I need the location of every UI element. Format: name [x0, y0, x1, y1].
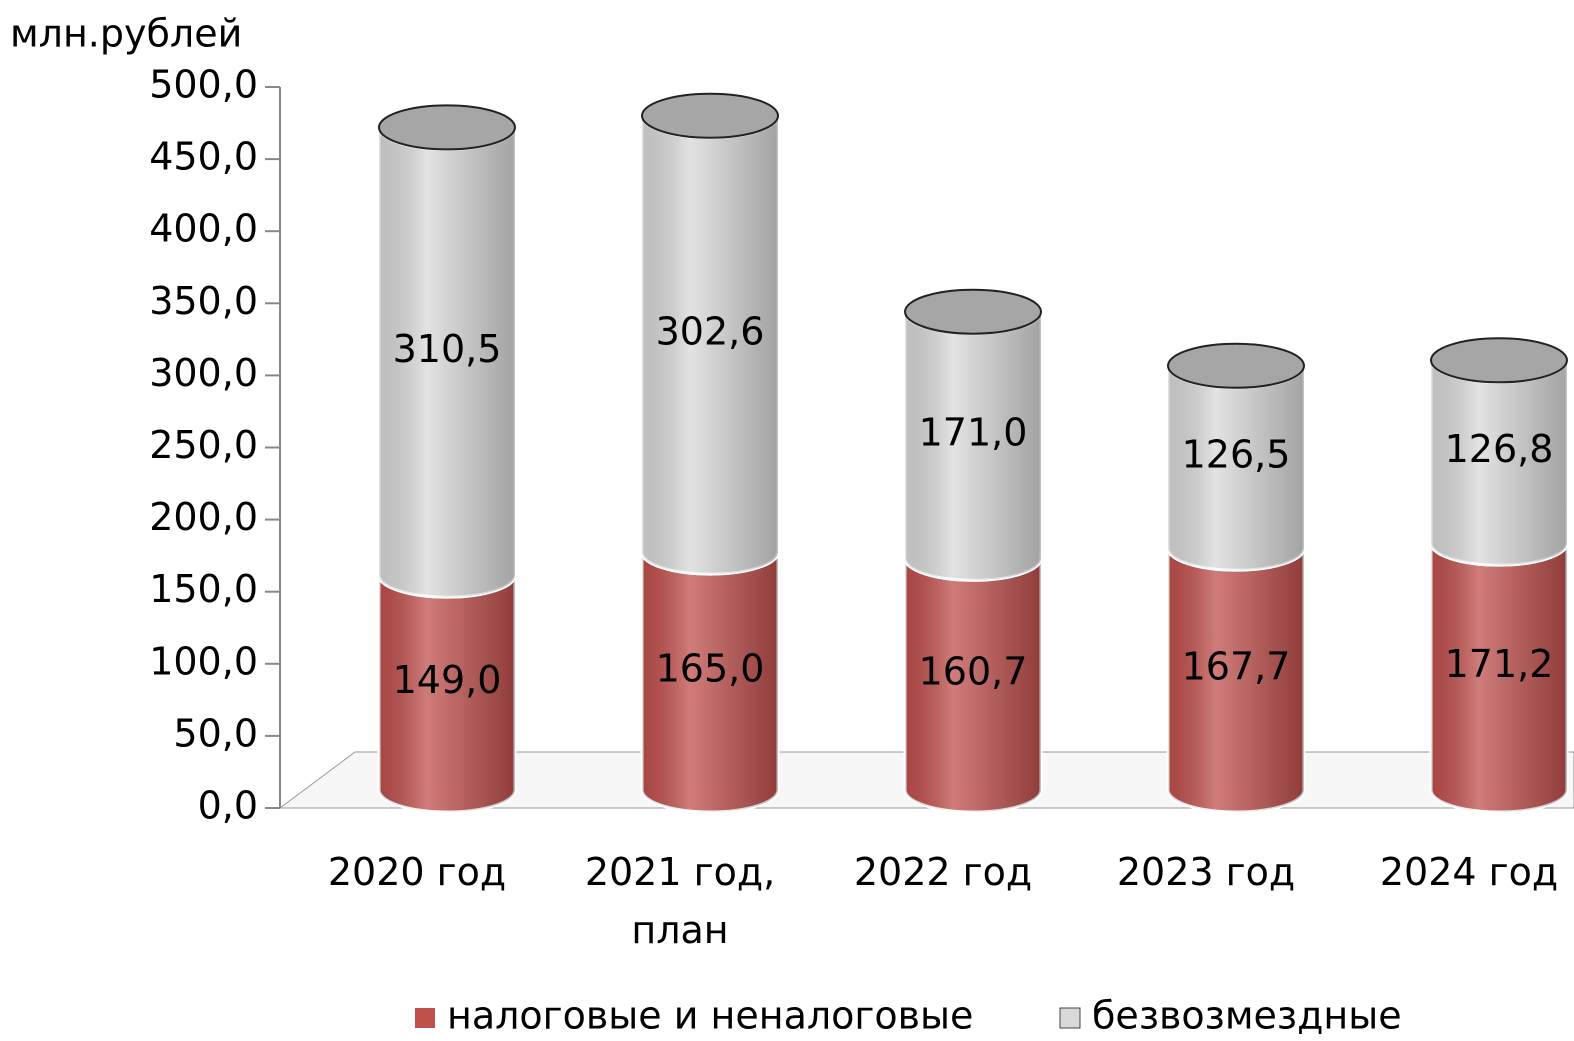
y-tick-label: 250,0 — [149, 423, 258, 467]
bar-top — [379, 105, 515, 149]
page: млн.рублей 0,0 50,0 100,0 150,0 200,0 250,0 30… — [0, 0, 1574, 1041]
y-tick-label: 300,0 — [149, 351, 258, 395]
y-tick-label: 150,0 — [149, 567, 258, 611]
x-tick-label: 2023 год — [1091, 843, 1321, 901]
x-tick-label: 2021 год, план — [565, 843, 795, 959]
legend-label: налоговые и неналоговые — [447, 994, 973, 1038]
bar-top — [1431, 338, 1567, 382]
x-tick-label: 2020 год — [302, 843, 532, 901]
data-label: 302,6 — [656, 309, 765, 353]
legend-marker — [415, 1008, 435, 1028]
data-label: 171,0 — [919, 410, 1028, 454]
y-tick-label: 500,0 — [149, 63, 258, 107]
data-label: 149,0 — [393, 658, 502, 702]
y-tick-label: 0,0 — [198, 784, 258, 828]
y-tick-label: 50,0 — [173, 711, 258, 755]
data-label: 126,5 — [1182, 432, 1291, 476]
y-axis-label: млн.рублей — [10, 12, 242, 56]
x-tick-label: 2024 год — [1354, 843, 1574, 901]
data-label: 167,7 — [1182, 645, 1291, 689]
y-tick-label: 400,0 — [149, 207, 258, 251]
y-tick-label: 100,0 — [149, 639, 258, 683]
y-tick-label: 350,0 — [149, 279, 258, 323]
legend-marker — [1060, 1008, 1080, 1028]
legend-label: безвозмездные — [1092, 994, 1402, 1038]
data-label: 126,8 — [1445, 427, 1554, 471]
data-label: 310,5 — [393, 327, 502, 371]
data-label: 171,2 — [1445, 642, 1554, 686]
x-tick-label: 2022 год — [828, 843, 1058, 901]
bar-top — [642, 94, 778, 138]
bar-top — [905, 290, 1041, 334]
y-tick-label: 450,0 — [149, 135, 258, 179]
data-label: 165,0 — [656, 647, 765, 691]
y-tick-label: 200,0 — [149, 495, 258, 539]
bar-top — [1168, 344, 1304, 388]
data-label: 160,7 — [919, 650, 1028, 694]
